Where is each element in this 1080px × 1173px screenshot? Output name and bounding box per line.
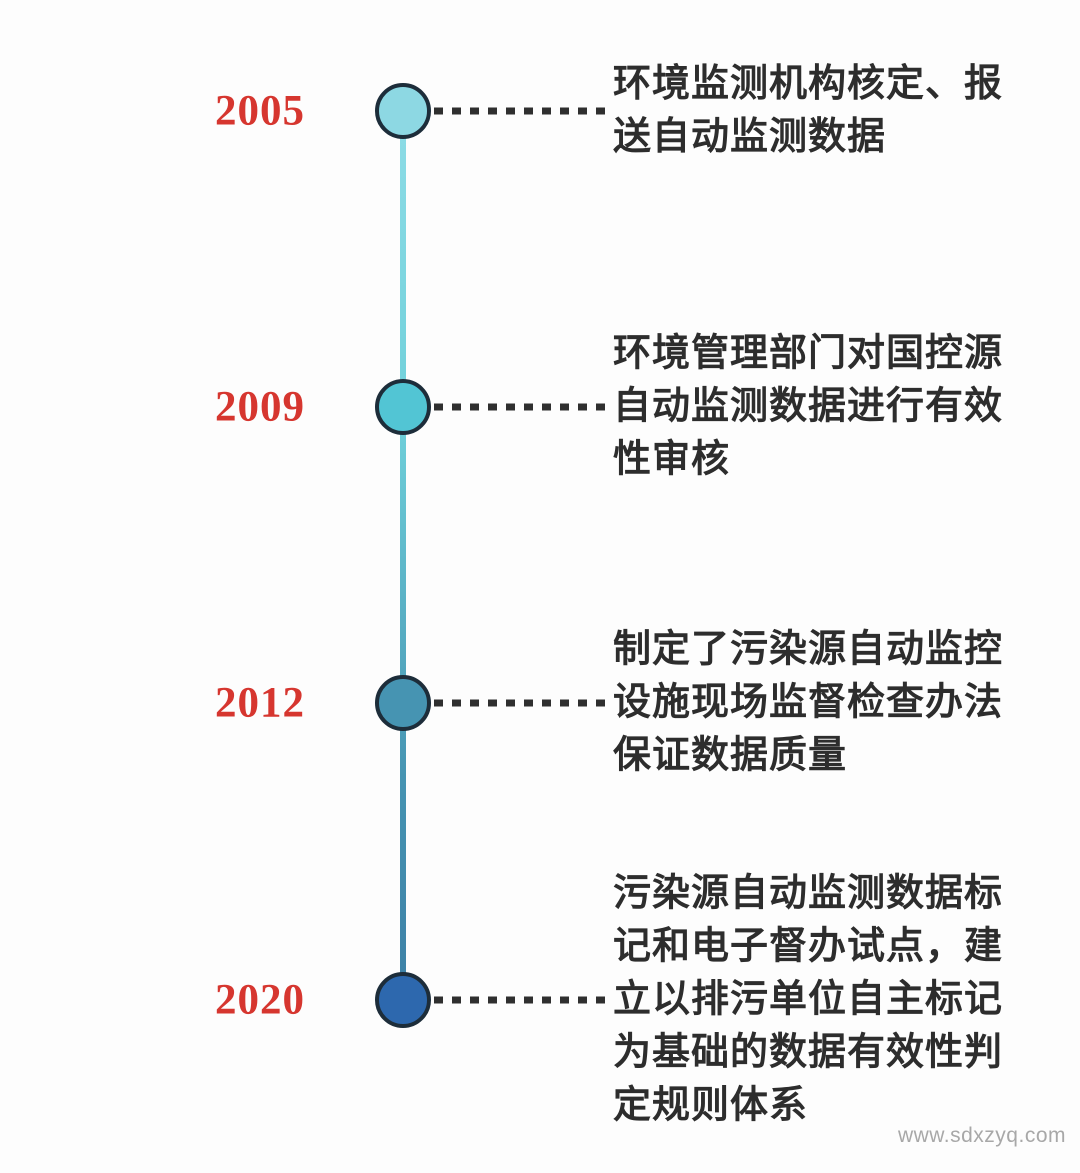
timeline-line (400, 111, 406, 1000)
dotted-connector (434, 107, 610, 115)
year-label: 2012 (215, 679, 305, 727)
description-line: 定规则体系 (613, 1084, 809, 1127)
description-line: 保证数据质量 (613, 734, 848, 777)
description-line: 立以排污单位自主标记 (613, 978, 1004, 1021)
description-line: 制定了污染源自动监控 (613, 628, 1004, 671)
timeline-dot (375, 972, 431, 1028)
description-line: 设施现场监督检查办法 (613, 681, 1004, 724)
dotted-connector (434, 403, 610, 411)
description-line: 记和电子督办试点，建 (613, 925, 1004, 968)
event-description: 制定了污染源自动监控 设施现场监督检查办法 保证数据质量 (613, 624, 1023, 783)
description-line: 送自动监测数据 (613, 116, 887, 158)
event-description: 环境监测机构核定、报 送自动监测数据 (613, 58, 1023, 164)
dotted-connector (434, 699, 610, 707)
year-label: 2009 (215, 383, 305, 431)
event-description: 环境管理部门对国控源 自动监测数据进行有效 性审核 (613, 328, 1023, 487)
description-line: 环境管理部门对国控源 (613, 332, 1004, 375)
watermark-url: www.sdxzyq.com (897, 1124, 1066, 1147)
description-line: 环境监测机构核定、报 (613, 63, 1004, 105)
event-description: 污染源自动监测数据标 记和电子督办试点，建 立以排污单位自主标记 为基础的数据有效性判… (613, 868, 1023, 1133)
year-label: 2005 (215, 87, 305, 135)
description-line: 性审核 (613, 438, 731, 481)
description-line: 自动监测数据进行有效 (613, 385, 1004, 428)
description-line: 污染源自动监测数据标 (613, 872, 1004, 915)
year-label: 2020 (215, 976, 305, 1024)
timeline-dot (375, 675, 431, 731)
dotted-connector (434, 996, 610, 1004)
timeline-dot (375, 379, 431, 435)
timeline-dot (375, 83, 431, 139)
description-line: 为基础的数据有效性判 (613, 1031, 1004, 1074)
